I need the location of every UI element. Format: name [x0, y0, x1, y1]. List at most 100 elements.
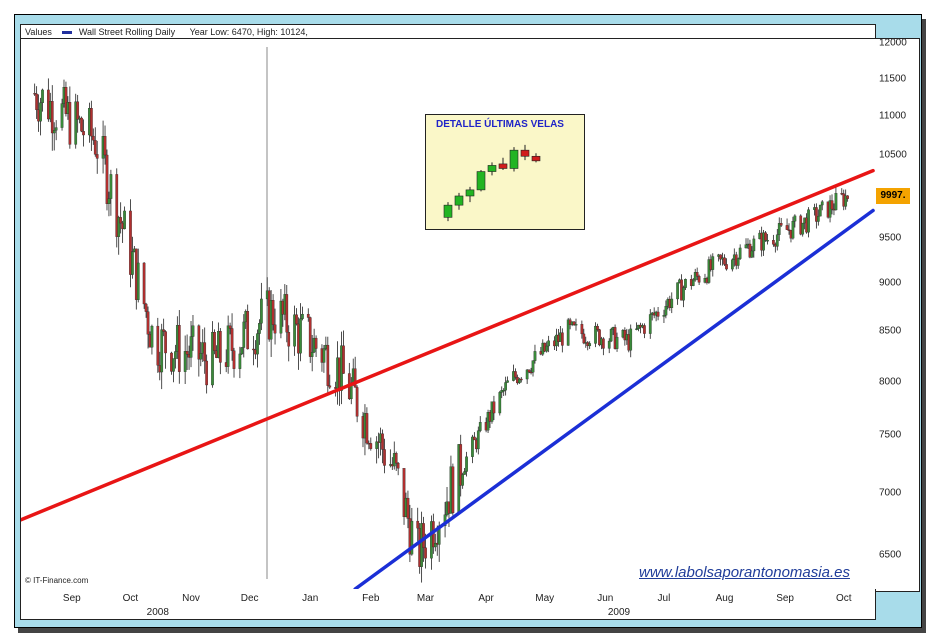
candle-body: [424, 547, 427, 559]
candle-body: [287, 332, 291, 347]
candle-body: [310, 351, 314, 357]
inset-candle-body: [531, 155, 541, 162]
candle-body: [93, 140, 97, 155]
inset-candles-svg: [443, 144, 541, 222]
candle-body: [232, 350, 236, 369]
last-price-tag: 9997.: [876, 188, 910, 204]
candle-body: [162, 329, 166, 332]
candle-body: [492, 401, 496, 414]
candle-body: [203, 342, 207, 362]
candle-body: [744, 244, 748, 249]
candle-body: [119, 217, 123, 224]
candle-body: [230, 328, 234, 351]
x-year-label: 2008: [146, 607, 169, 618]
candle-body: [846, 195, 849, 199]
candle-body: [301, 313, 304, 319]
candle-body: [174, 351, 177, 359]
x-tick-label: Mar: [416, 593, 435, 604]
candle-body: [76, 101, 80, 120]
candle-body: [240, 347, 244, 355]
candle-body: [517, 378, 521, 384]
year-range-label: Year Low: 6470, High: 10124,: [189, 27, 308, 37]
candles-group: [33, 78, 849, 583]
candle-body: [525, 369, 529, 380]
candle-body: [801, 222, 805, 235]
candle-body: [142, 262, 146, 305]
candle-body: [396, 462, 400, 469]
candle-body: [35, 93, 38, 111]
resistance-trendline: [21, 168, 875, 522]
candle-body: [476, 430, 480, 450]
y-tick-label: 6500: [879, 549, 902, 561]
candle-body: [117, 217, 121, 237]
watermark-link[interactable]: www.labolsaporantonomasia.es: [639, 564, 850, 581]
candle-body: [197, 325, 201, 360]
candle-body: [123, 210, 126, 230]
candle-body: [160, 329, 164, 373]
candle-body: [308, 317, 312, 357]
candle-body: [279, 300, 283, 334]
candle-body: [607, 340, 611, 349]
candle-body: [293, 314, 296, 347]
candle-body: [725, 264, 728, 270]
candle-body: [529, 371, 533, 374]
candle-body: [582, 333, 586, 344]
candle-body: [285, 294, 289, 333]
y-tick-label: 12000: [879, 37, 907, 49]
candle-body: [183, 351, 187, 372]
candle-body: [109, 174, 113, 199]
candle-body: [52, 130, 56, 134]
candle-body: [228, 325, 232, 329]
x-tick-label: Aug: [715, 593, 734, 604]
candle-body: [353, 368, 357, 388]
candle-body: [150, 325, 154, 348]
candle-body: [306, 313, 310, 318]
y-tick-label: 7500: [879, 429, 902, 441]
candle-body: [256, 333, 259, 355]
candle-body: [772, 240, 775, 245]
candle-body: [816, 215, 820, 222]
candle-body: [103, 136, 107, 156]
candle-body: [719, 254, 722, 260]
candle-body: [697, 276, 701, 283]
candle-body: [394, 453, 398, 464]
candle-body: [465, 456, 468, 472]
candle-body: [68, 102, 72, 145]
candle-body: [299, 318, 302, 354]
x-year-label: 2009: [607, 607, 631, 618]
candle-body: [648, 314, 652, 334]
candle-body: [461, 474, 465, 486]
x-tick-label: Dec: [240, 593, 259, 604]
candle-body: [793, 215, 797, 222]
candle-body: [107, 198, 111, 204]
candle-body: [471, 436, 474, 457]
candle-body: [177, 325, 181, 372]
candle-body: [64, 87, 68, 114]
candle-body: [226, 325, 230, 367]
candle-body: [164, 331, 167, 354]
candle-body: [748, 243, 752, 258]
candle-body: [723, 257, 726, 265]
candle-body: [115, 174, 119, 237]
inset-candle-body: [498, 163, 508, 169]
candle-body: [41, 89, 44, 104]
candle-body: [74, 101, 78, 145]
candle-body: [844, 195, 848, 207]
inset-candle-body: [476, 171, 486, 191]
candle-body: [643, 325, 646, 334]
x-tick-label: Feb: [362, 593, 380, 604]
candle-body: [50, 101, 54, 134]
candle-body: [402, 468, 406, 517]
candle-body: [785, 225, 789, 230]
support-trendline: [353, 208, 875, 589]
candle-body: [205, 360, 209, 386]
candle-body: [328, 385, 332, 388]
candle-body: [365, 413, 369, 444]
candle-body: [383, 449, 386, 466]
candle-body: [514, 371, 517, 378]
source-credit: © IT-Finance.com: [25, 576, 89, 585]
candle-body: [146, 311, 150, 335]
candle-body: [602, 338, 605, 349]
candle-body: [777, 223, 781, 235]
candle-body: [707, 259, 711, 283]
